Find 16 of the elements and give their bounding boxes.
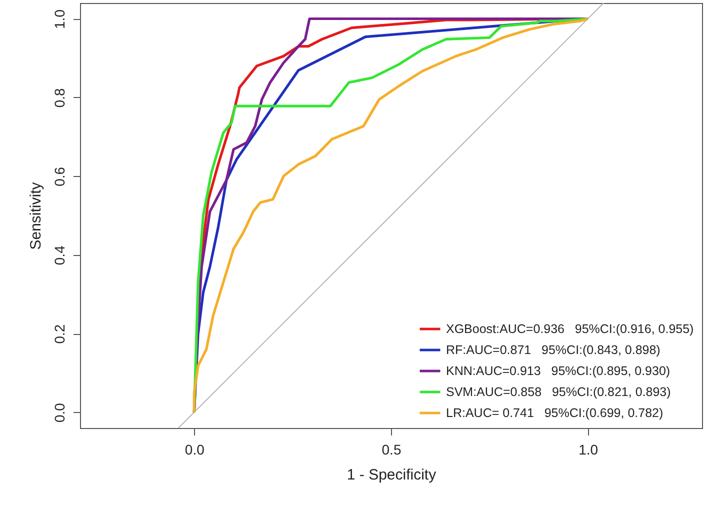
legend-label: KNN:AUC=0.913 95%CI:(0.895, 0.930) xyxy=(446,364,670,378)
y-tick-label: 0.2 xyxy=(52,324,68,344)
x-tick-label: 0.5 xyxy=(382,442,402,458)
y-tick-label: 0.4 xyxy=(52,245,68,266)
legend-label: XGBoost:AUC=0.936 95%CI:(0.916, 0.955) xyxy=(446,322,694,336)
y-tick-label: 0.6 xyxy=(52,166,68,186)
x-tick-label: 0.0 xyxy=(184,442,205,458)
y-tick-label: 0.0 xyxy=(52,402,68,422)
y-tick-label: 1.0 xyxy=(52,9,68,29)
legend-label: RF:AUC=0.871 95%CI:(0.843, 0.898) xyxy=(446,343,660,357)
legend-label: LR:AUC= 0.741 95%CI:(0.699, 0.782) xyxy=(446,406,664,420)
x-tick-label: 1.0 xyxy=(578,442,598,458)
legend-label: SVM:AUC=0.858 95%CI:(0.821, 0.893) xyxy=(446,385,671,399)
x-axis-title: 1 - Specificity xyxy=(346,466,437,484)
y-axis-title: Sensitivity xyxy=(28,182,44,250)
y-tick-label: 0.8 xyxy=(52,88,68,108)
